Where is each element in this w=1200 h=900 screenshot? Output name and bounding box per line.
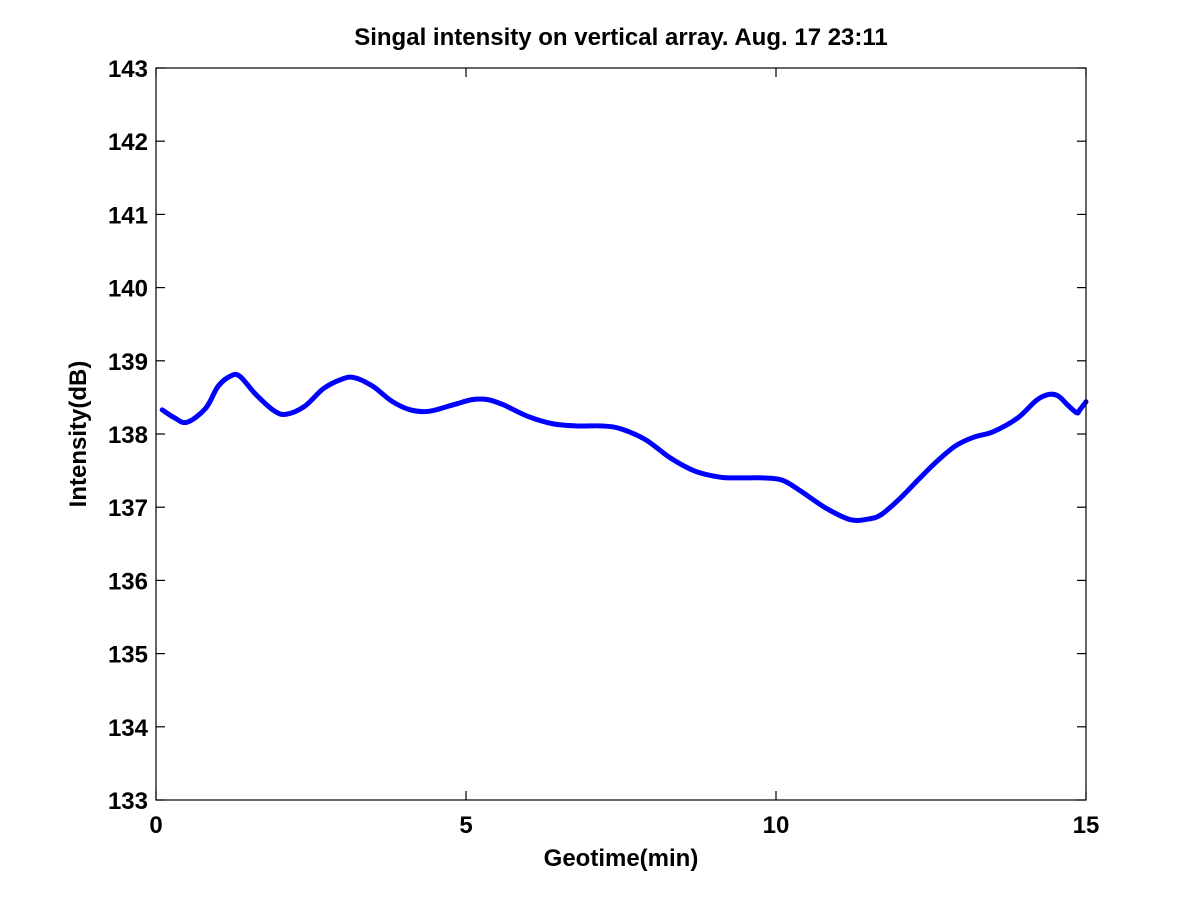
y-tick-label: 134 (108, 715, 149, 742)
y-tick-label: 136 (108, 568, 148, 595)
y-tick-label: 138 (108, 422, 148, 449)
series-layer (159, 371, 1089, 523)
y-tick-label: 133 (108, 788, 148, 815)
y-tick-label: 141 (108, 202, 148, 229)
x-tick-label: 10 (763, 812, 790, 839)
y-tick-label: 142 (108, 129, 148, 156)
x-tick-label: 0 (149, 812, 162, 839)
plot-area (156, 68, 1086, 800)
y-tick-label: 135 (108, 642, 148, 669)
tick-layer (155, 67, 1087, 801)
y-tick-label: 137 (108, 495, 148, 522)
y-tick-label: 143 (108, 56, 148, 83)
tick-label-layer: 0 5 10 15 133 134 135 136 137 138 139 140 141 142 143 (108, 56, 1099, 839)
x-tick-label: 15 (1073, 812, 1100, 839)
y-tick-label: 139 (108, 349, 148, 376)
chart-title: Singal intensity on vertical array. Aug.… (354, 24, 888, 51)
y-tick-label: 140 (108, 276, 148, 303)
series-line-0 (159, 371, 1089, 523)
x-tick-label: 5 (459, 812, 472, 839)
y-axis-label: Intensity(dB) (65, 361, 92, 508)
x-axis-label: Geotime(min) (544, 845, 699, 872)
